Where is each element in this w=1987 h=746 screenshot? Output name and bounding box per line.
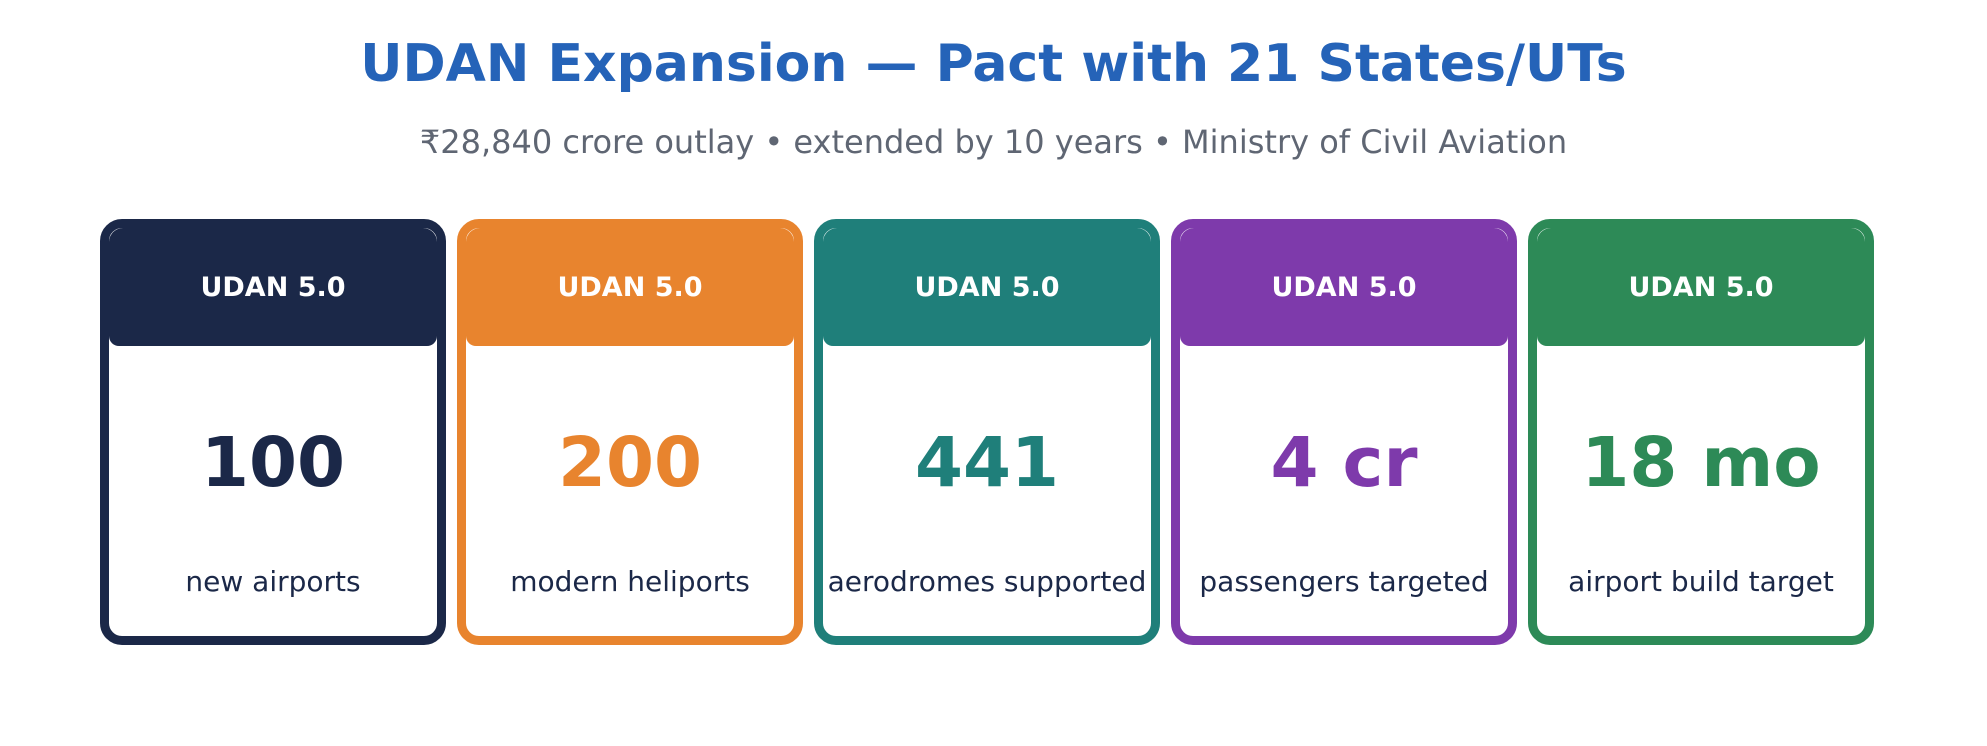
page-subtitle: ₹28,840 crore outlay • extended by 10 ye… (419, 123, 1568, 161)
card-header-label: UDAN 5.0 (823, 228, 1151, 346)
card-header-label: UDAN 5.0 (1180, 228, 1508, 346)
card-header-label: UDAN 5.0 (109, 228, 437, 346)
card-header-label: UDAN 5.0 (1537, 228, 1865, 346)
card-value: 18 mo (1581, 423, 1821, 503)
stat-card-aerodromes-supported: UDAN 5.0 441 aerodromes supported (814, 219, 1160, 645)
card-header-label: UDAN 5.0 (466, 228, 794, 346)
card-label: new airports (185, 565, 361, 598)
card-label: airport build target (1568, 565, 1834, 598)
stat-card-new-airports: UDAN 5.0 100 new airports (100, 219, 446, 645)
card-value: 441 (914, 423, 1060, 503)
stat-card-passengers-targeted: UDAN 5.0 4 cr passengers targeted (1171, 219, 1517, 645)
card-label: aerodromes supported (827, 565, 1147, 598)
card-value: 4 cr (1270, 423, 1418, 503)
card-value: 100 (200, 423, 346, 503)
stat-card-airport-build-target: UDAN 5.0 18 mo airport build target (1528, 219, 1874, 645)
page-title: UDAN Expansion — Pact with 21 States/UTs (360, 34, 1627, 94)
card-label: passengers targeted (1199, 565, 1489, 598)
stat-card-modern-heliports: UDAN 5.0 200 modern heliports (457, 219, 803, 645)
card-value: 200 (557, 423, 703, 503)
card-label: modern heliports (510, 565, 750, 598)
